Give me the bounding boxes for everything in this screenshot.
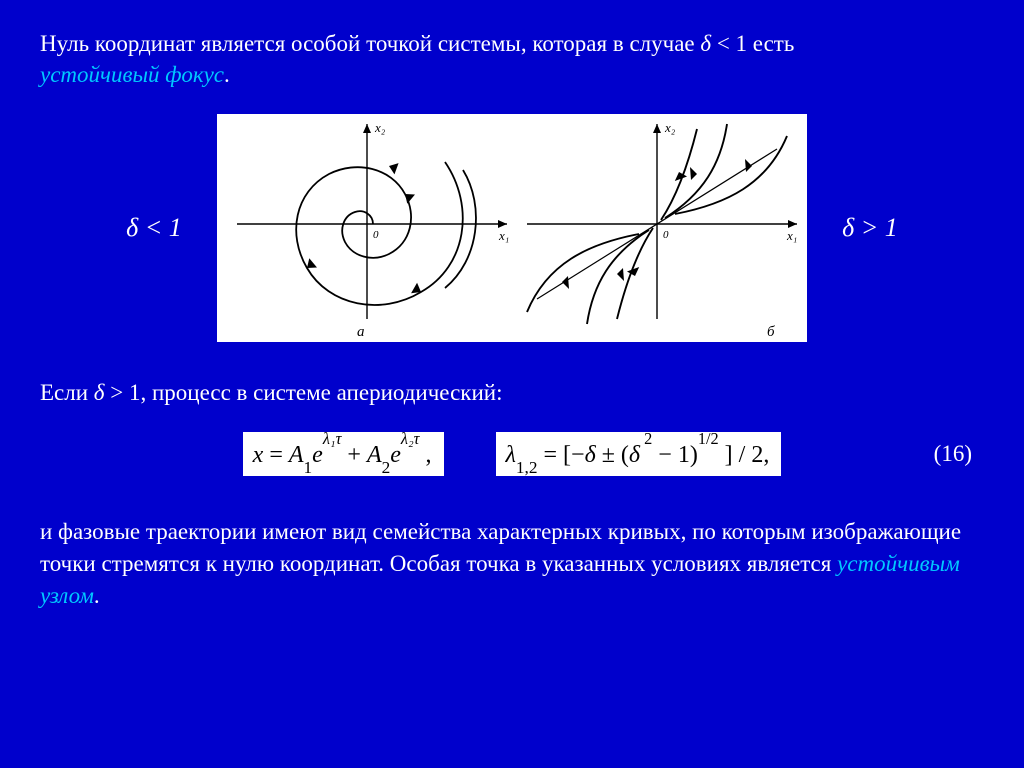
paragraph-2: Если δ > 1, процесс в системе апериодиче… <box>40 380 984 406</box>
equation-2: λ1,2 = [−δ ± (δ 2 − 1)1/2 ] / 2, <box>496 432 782 476</box>
label-delta-lt-1: δ < 1 <box>109 213 199 243</box>
slide: Нуль координат является особой точкой си… <box>0 0 1024 768</box>
eq2-post: ] / 2, <box>719 442 770 468</box>
figure-background <box>217 114 807 342</box>
eq2-m1: − 1) <box>652 442 698 468</box>
equation-row: x = A1eλ₁τ + A2eλ₂τ , λ1,2 = [−δ ± (δ 2 … <box>40 432 984 476</box>
panel-a-y-label: x₂ <box>374 120 386 135</box>
eq2-half: 1/2 <box>698 429 719 448</box>
paragraph-3: и фазовые траектории имеют вид семейства… <box>40 516 984 613</box>
eq2-pm: ± ( <box>596 442 629 468</box>
para2-delta: δ <box>94 380 110 405</box>
eq2-lam: λ <box>506 442 516 468</box>
eq2-d2: δ <box>629 442 640 468</box>
eq2-pre: = [− <box>538 442 585 468</box>
para3-period: . <box>94 583 100 608</box>
para2-cond: > 1, процесс в системе апериодический: <box>110 380 502 405</box>
panel-a-label: а <box>357 324 365 340</box>
eq2-d1: δ <box>585 442 596 468</box>
eq1-exp1: λ₁τ <box>323 429 342 448</box>
eq2-sub: 1,2 <box>516 458 538 477</box>
equation-number: (16) <box>934 441 972 467</box>
eq1-exp2: λ₂τ <box>401 429 420 448</box>
figure-row: δ < 1 x₁ x₂ 0 а <box>40 114 984 342</box>
panel-b-origin: 0 <box>663 229 669 241</box>
panel-b-y-label: x₂ <box>664 120 676 135</box>
eq2-sq: 2 <box>640 429 652 448</box>
phase-portraits-figure: x₁ x₂ 0 а x₁ x₂ 0 <box>217 114 807 342</box>
paragraph-1: Нуль координат является особой точкой си… <box>40 28 984 90</box>
eq1-sub2: 2 <box>382 458 391 477</box>
para3-text: и фазовые траектории имеют вид семейства… <box>40 519 961 576</box>
para1-cond: < 1 есть <box>711 31 794 56</box>
eq1-tail: , <box>420 442 432 468</box>
eq1-e1: e <box>312 442 323 468</box>
eq1-x: x <box>253 442 264 468</box>
eq1-plus: + <box>341 442 367 468</box>
equation-1: x = A1eλ₁τ + A2eλ₂τ , <box>243 432 444 476</box>
panel-b-label: б <box>767 324 775 340</box>
eq1-eq: = <box>263 442 289 468</box>
para1-accent: устойчивый фокус <box>40 62 224 87</box>
eq1-sub1: 1 <box>304 458 313 477</box>
eq1-A2: A <box>367 442 382 468</box>
eq1-e2: e <box>390 442 401 468</box>
para2-pre: Если <box>40 380 94 405</box>
para1-text-pre: Нуль координат является особой точкой си… <box>40 31 700 56</box>
para1-delta: δ <box>700 31 711 56</box>
panel-b-x-label: x₁ <box>786 228 797 243</box>
panel-a-origin: 0 <box>373 229 379 241</box>
para1-period: . <box>224 62 230 87</box>
panel-a-x-label: x₁ <box>498 228 509 243</box>
eq1-A1: A <box>289 442 304 468</box>
label-delta-gt-1: δ > 1 <box>825 213 915 243</box>
